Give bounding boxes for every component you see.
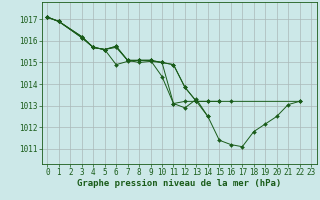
X-axis label: Graphe pression niveau de la mer (hPa): Graphe pression niveau de la mer (hPa) (77, 179, 281, 188)
